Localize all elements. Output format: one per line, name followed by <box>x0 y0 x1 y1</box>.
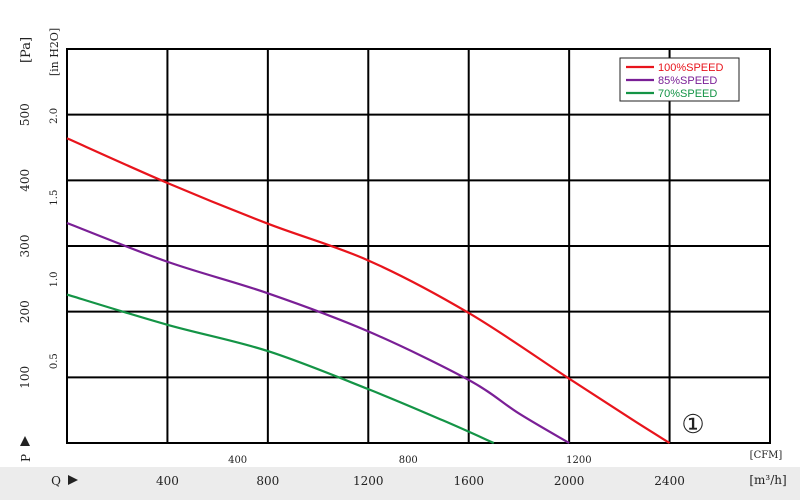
y-tick-label-pa: 400 <box>18 169 32 192</box>
x-tick-label-m3h: 400 <box>156 474 179 488</box>
x-unit-m3h: [m³/h] <box>749 473 786 487</box>
y-tick-label-pa: 300 <box>18 235 32 258</box>
series-group <box>66 137 671 445</box>
y-unit-pa: [Pa] <box>19 37 34 63</box>
x-tick-label-m3h: 2000 <box>554 474 585 488</box>
x-tick-label-m3h: 800 <box>256 474 279 488</box>
legend-label-1: 100%SPEED <box>658 62 723 74</box>
x-tick-label-m3h: 2400 <box>654 474 685 488</box>
x-tick-label-m3h: 1600 <box>453 474 484 488</box>
legend-label-2: 85%SPEED <box>658 75 717 87</box>
x-tick-label-cfm: 400 <box>228 455 247 466</box>
y-tick-label-inh2o: 2.0 <box>49 108 60 124</box>
y-tick-label-pa: 200 <box>18 300 32 323</box>
series-line-3 <box>66 293 495 445</box>
y-tick-label-inh2o: 1.5 <box>49 190 60 206</box>
x-marker-q: Q <box>51 474 61 488</box>
curve-annotation: ① <box>681 410 704 440</box>
y-marker-arrow-icon <box>20 436 30 446</box>
y-tick-label-inh2o: 1.0 <box>49 271 60 287</box>
y-tick-label-pa: 500 <box>18 103 32 126</box>
y-tick-label-pa: 100 <box>18 366 32 389</box>
x-axis-band <box>0 467 800 500</box>
x-marker-arrow-icon <box>68 475 78 485</box>
grid <box>66 48 771 444</box>
axes: 100 200 300 400 500 0.5 1.0 1.5 2.0 400 800 1200 160… <box>18 103 685 488</box>
x-unit-cfm: [CFM] <box>750 450 783 461</box>
plot-border <box>66 48 771 444</box>
x-tick-label-cfm: 1200 <box>566 455 591 466</box>
y-tick-label-inh2o: 0.5 <box>49 353 60 369</box>
y-unit-inh2o: [in H2O] <box>48 28 61 76</box>
series-line-1 <box>66 137 671 444</box>
x-tick-label-cfm: 800 <box>399 455 418 466</box>
x-tick-label-m3h: 1200 <box>353 474 384 488</box>
series-line-2 <box>66 221 570 444</box>
legend-label-3: 70%SPEED <box>658 88 717 100</box>
y-marker-p: P <box>19 454 33 462</box>
